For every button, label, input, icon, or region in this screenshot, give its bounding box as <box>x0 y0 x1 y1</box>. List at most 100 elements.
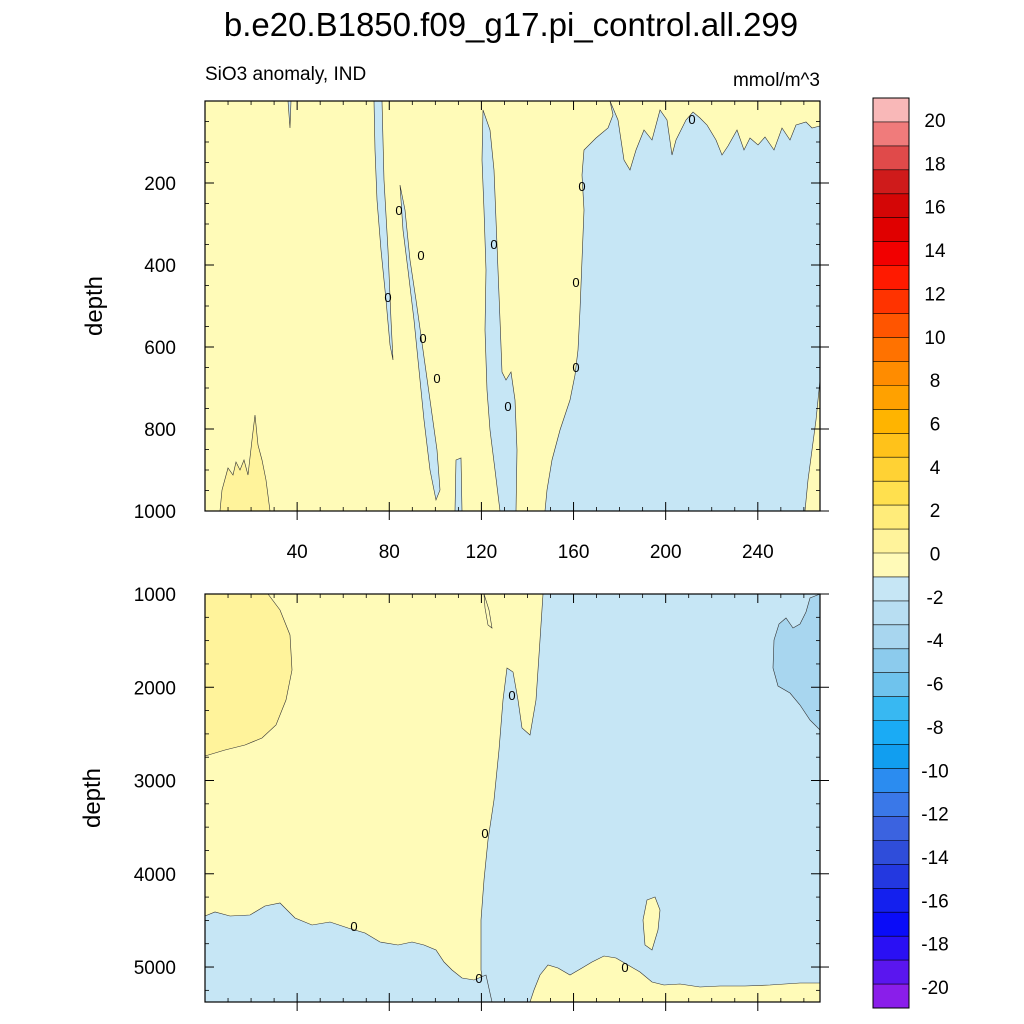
lower-positive-island <box>642 896 661 951</box>
colorbar-swatch <box>873 696 909 722</box>
colorbar-swatch <box>873 816 909 841</box>
colorbar-label: -8 <box>927 718 944 739</box>
zero-contour-label: 0 <box>578 179 585 194</box>
x-tick-label: 40 <box>287 542 308 563</box>
colorbar-swatch <box>873 169 909 195</box>
lower-panel: 0 0 0 0 0 1000 2000 3000 4000 5000 depth <box>79 585 829 1011</box>
colorbar-swatch <box>873 409 909 434</box>
lower-y-axis-label: depth <box>79 768 106 828</box>
panel-subtitle-left: SiO3 anomaly, IND <box>205 64 366 85</box>
upper-positive-region-2-4 <box>219 414 271 512</box>
colorbar-swatch <box>873 385 909 410</box>
colorbar-label: -20 <box>921 978 948 999</box>
colorbar: 20181614121086420-2-4-6-8-10-12-14-16-18… <box>872 97 949 1009</box>
y-tick-label: 1000 <box>134 585 176 606</box>
colorbar-label: 12 <box>924 284 945 305</box>
colorbar-swatch <box>873 864 909 889</box>
colorbar-swatch <box>873 768 909 793</box>
zero-contour-label: 0 <box>417 248 424 263</box>
colorbar-swatch <box>873 624 909 650</box>
y-tick-label: 800 <box>144 420 176 441</box>
colorbar-swatch <box>873 960 909 985</box>
colorbar-swatch <box>873 193 909 219</box>
colorbar-swatch <box>873 553 909 578</box>
zero-contour-label: 0 <box>572 275 579 290</box>
x-tick-label: 240 <box>742 542 774 563</box>
colorbar-swatch <box>873 313 909 338</box>
upper-negative-strip-120 <box>481 109 518 512</box>
colorbar-label: 16 <box>924 198 945 219</box>
colorbar-label: 14 <box>924 241 946 262</box>
zero-contour-label: 0 <box>481 826 488 841</box>
colorbar-swatch <box>873 672 909 698</box>
x-tick-label: 120 <box>466 542 498 563</box>
colorbar-label: -12 <box>921 805 948 826</box>
colorbar-swatch <box>873 241 909 267</box>
y-tick-label: 2000 <box>134 678 176 699</box>
colorbar-swatch <box>873 840 909 865</box>
colorbar-label: -4 <box>927 631 944 652</box>
y-tick-label: 600 <box>144 338 176 359</box>
upper-negative-strip-100 <box>454 457 463 512</box>
colorbar-label: 20 <box>924 111 945 132</box>
lower-negative-region-east <box>480 593 821 1003</box>
zero-contour-label: 0 <box>504 399 511 414</box>
colorbar-label: -16 <box>921 891 948 912</box>
colorbar-swatch <box>873 505 909 530</box>
lower-positive-region-2-4 <box>204 593 293 757</box>
colorbar-label: -18 <box>921 935 948 956</box>
colorbar-swatch <box>873 145 909 171</box>
zero-contour-label: 0 <box>350 919 357 934</box>
colorbar-label: -2 <box>927 588 944 609</box>
colorbar-swatch <box>873 265 909 291</box>
zero-contour-label: 0 <box>688 112 695 127</box>
y-tick-label: 200 <box>144 174 176 195</box>
colorbar-swatch <box>873 457 909 482</box>
colorbar-label: -14 <box>921 848 949 869</box>
zero-contour-label: 0 <box>419 331 426 346</box>
zero-contour-label: 0 <box>621 960 628 975</box>
y-tick-label: 4000 <box>134 865 176 886</box>
upper-negative-region-east <box>544 100 821 512</box>
colorbar-swatch <box>873 481 909 506</box>
lower-negative-region-west <box>204 902 493 1003</box>
zero-contour-label: 0 <box>572 360 579 375</box>
upper-contour-fill <box>205 100 821 512</box>
colorbar-swatch <box>873 984 909 1009</box>
upper-y-axis-label: depth <box>81 276 108 336</box>
y-tick-label: 400 <box>144 256 176 277</box>
zero-contour-label: 0 <box>384 290 391 305</box>
zero-contour-label: 0 <box>433 371 440 386</box>
colorbar-label: 0 <box>930 545 941 566</box>
colorbar-swatch <box>873 792 909 817</box>
colorbar-swatch <box>873 337 909 362</box>
zero-contour-label: 0 <box>490 237 497 252</box>
upper-panel: 0 0 0 0 0 0 0 0 0 0 0 40 80 120 160 200 240 20… <box>81 100 829 563</box>
lower-contour-fill <box>204 593 821 1003</box>
colorbar-frame <box>872 97 910 1009</box>
colorbar-label: 8 <box>930 371 941 392</box>
colorbar-label: -6 <box>927 675 944 696</box>
colorbar-swatch <box>873 576 909 602</box>
zero-contour-label: 0 <box>475 971 482 986</box>
zero-contour-label: 0 <box>395 203 402 218</box>
y-tick-label: 3000 <box>134 772 176 793</box>
upper-axis-ticks: 40 80 120 160 200 240 200 400 600 800 1000 <box>134 101 829 563</box>
colorbar-label: -10 <box>921 761 948 782</box>
x-tick-label: 80 <box>379 542 400 563</box>
x-tick-label: 200 <box>650 542 682 563</box>
colorbar-label: 18 <box>924 154 945 175</box>
upper-contour-labels: 0 0 0 0 0 0 0 0 0 0 0 <box>384 112 695 414</box>
chart-title: b.e20.B1850.f09_g17.pi_control.all.299 <box>224 6 798 43</box>
colorbar-swatch <box>873 217 909 243</box>
x-tick-label: 160 <box>558 542 590 563</box>
colorbar-swatch <box>873 433 909 458</box>
upper-negative-strip-95 <box>399 184 441 502</box>
colorbar-swatch <box>873 648 909 674</box>
lower-plot-frame <box>204 593 821 1003</box>
colorbar-label: 2 <box>930 501 941 522</box>
colorbar-swatch <box>873 888 909 913</box>
colorbar-swatch <box>873 912 909 937</box>
lower-axis-ticks: 1000 2000 3000 4000 5000 <box>134 585 829 1011</box>
panel-units: mmol/m^3 <box>733 70 820 91</box>
